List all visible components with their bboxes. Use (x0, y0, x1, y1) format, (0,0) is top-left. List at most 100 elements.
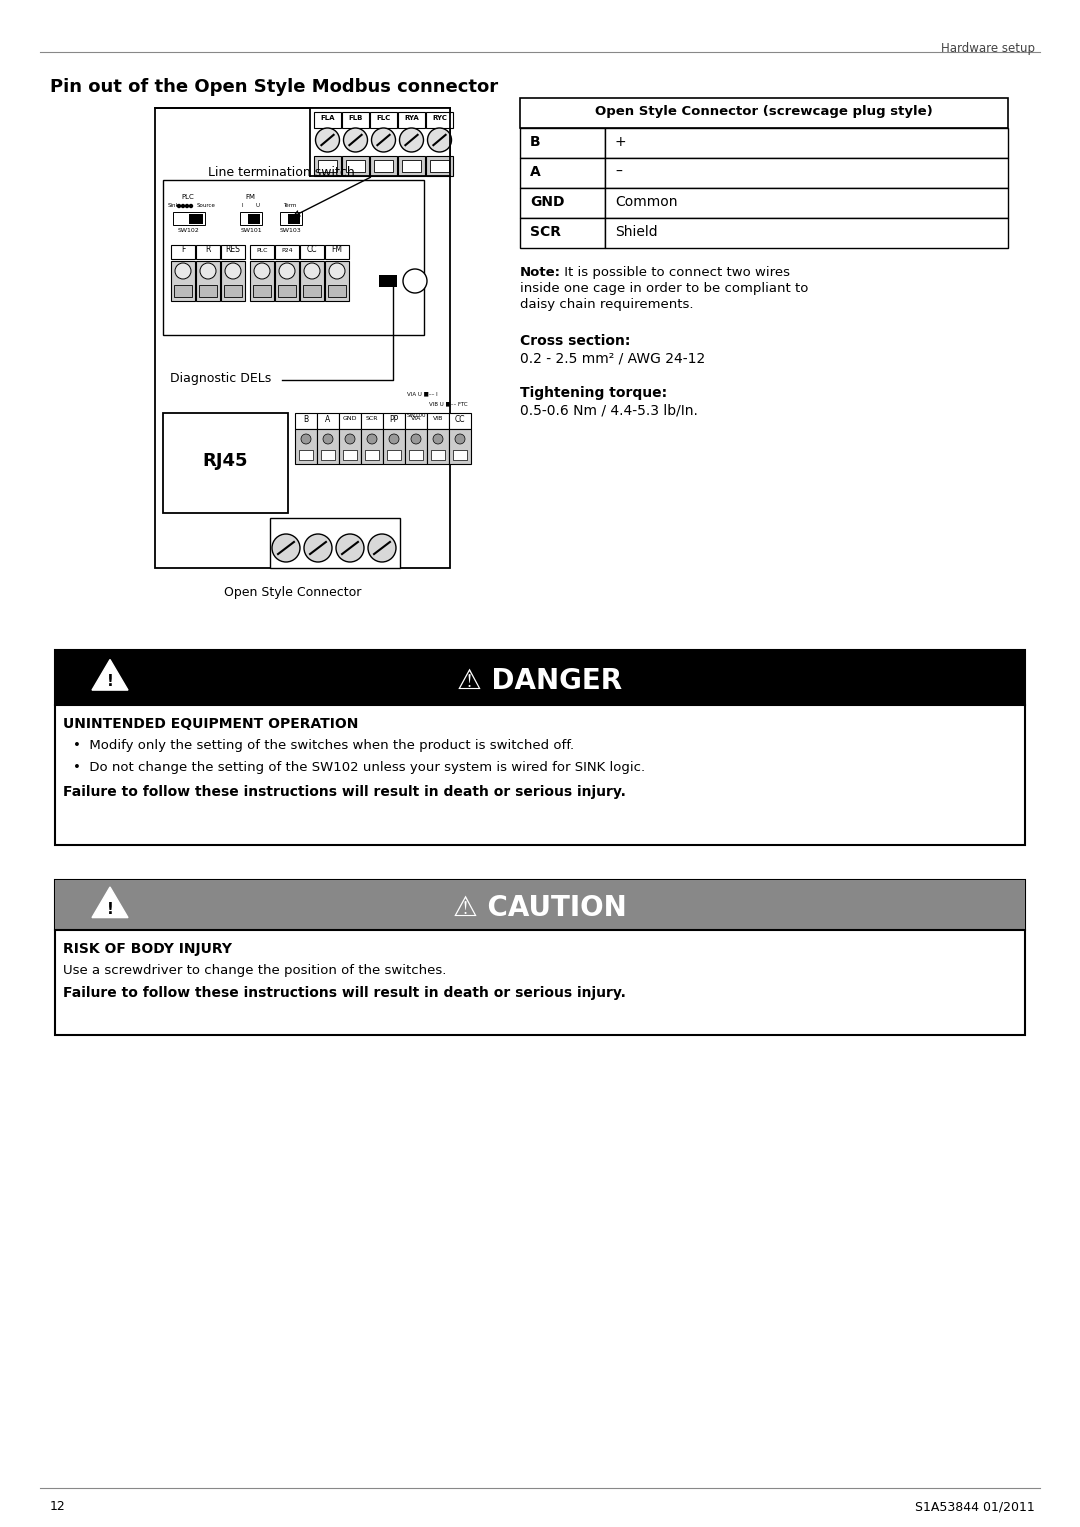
Bar (383, 429, 405, 464)
Text: VIB U ■–– FTC: VIB U ■–– FTC (429, 402, 468, 406)
Text: SW103: SW103 (280, 228, 302, 234)
Text: SW101: SW101 (240, 228, 261, 234)
Bar (605, 188, 1008, 218)
Text: RISK OF BODY INJURY: RISK OF BODY INJURY (63, 942, 232, 956)
Circle shape (403, 269, 427, 293)
Circle shape (181, 205, 185, 208)
Text: Cross section:: Cross section: (519, 334, 631, 348)
Bar (387, 450, 401, 460)
Text: A: A (325, 414, 330, 423)
Text: B: B (303, 414, 309, 423)
Circle shape (303, 534, 332, 562)
Circle shape (279, 263, 295, 279)
Bar (342, 111, 369, 128)
Text: ⚠ DANGER: ⚠ DANGER (458, 666, 622, 695)
Bar (339, 412, 361, 429)
Text: FM: FM (332, 246, 342, 255)
Circle shape (189, 205, 192, 208)
Text: PP: PP (390, 414, 399, 423)
Text: +: + (615, 134, 626, 150)
Text: Open Style Connector (screwcage plug style): Open Style Connector (screwcage plug sty… (595, 104, 933, 118)
Bar (399, 111, 426, 128)
Text: UNINTENDED EQUIPMENT OPERATION: UNINTENDED EQUIPMENT OPERATION (63, 718, 359, 731)
Text: •  Modify only the setting of the switches when the product is switched off.: • Modify only the setting of the switche… (73, 739, 575, 751)
Text: Tightening torque:: Tightening torque: (519, 386, 667, 400)
Text: Term: Term (283, 203, 297, 208)
Bar (361, 412, 383, 429)
Text: B: B (530, 134, 541, 150)
Text: A: A (530, 165, 541, 179)
Bar (325, 261, 349, 301)
Bar (365, 450, 379, 460)
Bar (426, 156, 453, 176)
Text: Diagnostic DELs: Diagnostic DELs (170, 373, 271, 385)
Circle shape (343, 128, 367, 153)
Circle shape (303, 263, 320, 279)
Bar (325, 244, 349, 260)
Text: It is possible to connect two wires: It is possible to connect two wires (561, 266, 789, 279)
Text: 0.5-0.6 Nm / 4.4-5.3 lb/In.: 0.5-0.6 Nm / 4.4-5.3 lb/In. (519, 405, 698, 418)
Bar (427, 429, 449, 464)
Bar (300, 261, 324, 301)
Bar (195, 261, 220, 301)
Bar (280, 212, 302, 224)
Bar (605, 218, 1008, 247)
Bar (431, 450, 445, 460)
Text: VIA: VIA (410, 417, 421, 421)
Bar (318, 160, 337, 173)
Circle shape (433, 434, 443, 444)
Text: I: I (241, 203, 243, 208)
Bar (174, 286, 192, 296)
Bar (156, 108, 450, 568)
Circle shape (411, 434, 421, 444)
Bar (199, 286, 217, 296)
Bar (295, 412, 318, 429)
Bar (314, 156, 341, 176)
Circle shape (186, 205, 189, 208)
Text: F: F (180, 246, 185, 255)
Circle shape (428, 128, 451, 153)
Bar (383, 412, 405, 429)
Text: GND: GND (530, 195, 565, 209)
Bar (248, 214, 260, 223)
Bar (171, 244, 195, 260)
Text: PLC: PLC (181, 194, 194, 200)
Text: Common: Common (615, 195, 677, 209)
Text: Note:: Note: (519, 266, 561, 279)
Text: SCR: SCR (530, 224, 561, 240)
Bar (370, 111, 397, 128)
Bar (55, 880, 1025, 930)
Circle shape (272, 534, 300, 562)
Bar (249, 261, 274, 301)
Bar (370, 156, 397, 176)
Circle shape (323, 434, 333, 444)
Circle shape (329, 263, 345, 279)
Text: Sink: Sink (168, 203, 179, 208)
Text: RES: RES (226, 246, 241, 255)
Circle shape (177, 205, 180, 208)
Bar (299, 450, 313, 460)
Polygon shape (92, 887, 129, 918)
Text: RJ45: RJ45 (203, 452, 248, 470)
Bar (224, 286, 242, 296)
Text: CC: CC (307, 246, 318, 255)
Bar (519, 188, 605, 218)
Bar (318, 412, 339, 429)
Circle shape (372, 128, 395, 153)
Bar (288, 214, 300, 223)
Circle shape (336, 534, 364, 562)
Text: PLC: PLC (256, 247, 268, 252)
Bar (275, 261, 299, 301)
Bar (427, 412, 449, 429)
Bar (343, 450, 357, 460)
Bar (519, 157, 605, 188)
Bar (163, 180, 424, 334)
Bar (328, 286, 346, 296)
Circle shape (225, 263, 241, 279)
Bar (346, 160, 365, 173)
Bar (379, 275, 397, 287)
Bar (430, 160, 449, 173)
Bar (374, 160, 393, 173)
Bar (519, 218, 605, 247)
Bar (605, 157, 1008, 188)
